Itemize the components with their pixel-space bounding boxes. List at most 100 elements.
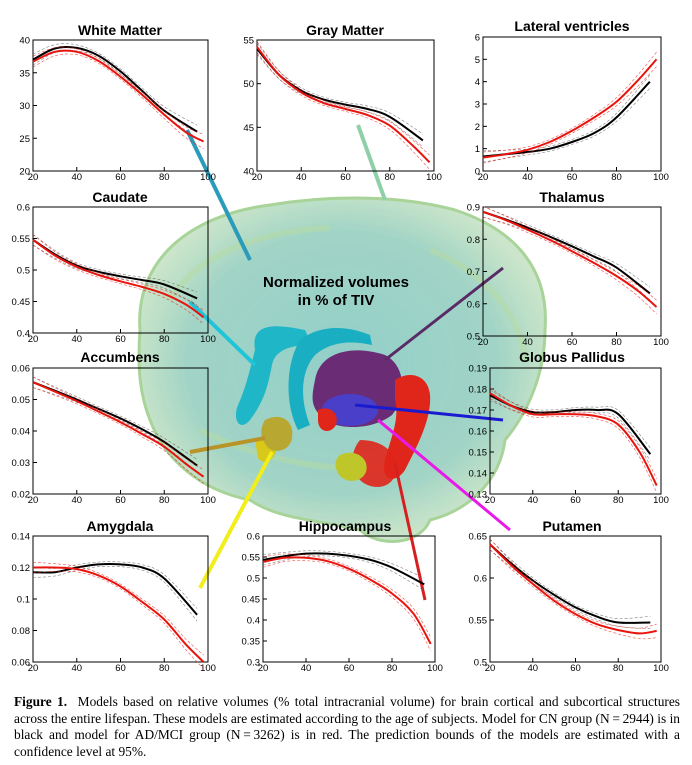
series-line-ad	[32, 49, 205, 143]
x-tick-label: 60	[115, 334, 126, 345]
bound-ad	[489, 398, 657, 493]
x-tick-label: 40	[71, 172, 82, 183]
y-tick-label: 0.03	[12, 458, 31, 469]
y-tick-label: 4	[475, 77, 480, 88]
x-tick-label: 100	[200, 334, 216, 345]
x-tick-label: 80	[611, 172, 622, 183]
y-tick-label: 0.6	[17, 203, 30, 214]
y-tick-label: 0.55	[242, 553, 261, 564]
connector-white-matter	[185, 129, 252, 261]
y-tick-label: 35	[19, 68, 30, 79]
axes-frame-accumbens	[32, 367, 209, 495]
series-line-cn	[262, 552, 425, 586]
series-line-ad	[482, 58, 658, 159]
series-line-ad	[32, 566, 205, 663]
bound-ad	[489, 387, 657, 479]
y-tick-label: 0.5	[247, 574, 260, 585]
caption-label: Figure 1.	[14, 694, 68, 709]
y-tick-label: 0.12	[12, 563, 31, 574]
bound-cn	[32, 565, 198, 622]
bound-ad	[32, 570, 204, 670]
axes-frame-caudate	[32, 206, 209, 334]
figure-caption: Figure 1. Models based on relative volum…	[14, 694, 680, 760]
y-tick-label: 1	[475, 144, 480, 155]
x-tick-label: 40	[71, 495, 82, 506]
y-tick-label: 0.7	[467, 267, 480, 278]
x-tick-label: 40	[301, 663, 312, 674]
figure-canvas: Normalized volumes in % of TIV 20 40 60 80 1…	[12, 18, 669, 674]
y-tick-label: 0.19	[469, 364, 488, 375]
y-tick-label: 30	[19, 101, 30, 112]
y-tick-label: 0.06	[12, 658, 31, 669]
bound-ad	[256, 52, 430, 170]
y-tick-label: 2	[475, 122, 480, 133]
x-tick-label: 60	[570, 663, 581, 674]
x-tick-label: 100	[200, 663, 216, 674]
axes-frame-globus-pallidus	[489, 367, 662, 495]
y-tick-label: 0.9	[467, 203, 480, 214]
y-tick-label: 0.3	[247, 658, 260, 669]
y-tick-label: 0.45	[242, 595, 261, 606]
y-tick-label: 0.35	[242, 637, 261, 648]
y-tick-label: 0.02	[12, 490, 31, 501]
center-label-line-1: Normalized volumes	[263, 274, 409, 291]
bound-ad	[489, 549, 657, 640]
x-tick-label: 80	[159, 663, 170, 674]
bound-ad	[482, 216, 657, 315]
bound-ad	[32, 387, 204, 484]
bound-cn	[32, 376, 198, 460]
y-tick-label: 0.06	[12, 364, 31, 375]
x-tick-label: 40	[71, 663, 82, 674]
series-line-ad	[32, 381, 205, 478]
x-tick-label: 100	[653, 495, 669, 506]
y-tick-label: 0.5	[474, 658, 487, 669]
panel-title: Accumbens	[80, 349, 160, 365]
y-tick-label: 0.6	[247, 532, 260, 543]
bound-cn	[32, 234, 198, 293]
connector-gray-matter	[356, 124, 387, 201]
bound-ad	[256, 41, 430, 156]
panel-hippocampus: 20 40 60 80 100 0.3 0.35 0.4 0.45 0.5 0.55 0.6 Hippo…	[242, 518, 443, 674]
panel-title: Caudate	[92, 189, 147, 205]
x-tick-label: 60	[567, 172, 578, 183]
y-tick-label: 0.6	[467, 299, 480, 310]
x-tick-label: 60	[344, 663, 355, 674]
axes-frame-thalamus	[482, 206, 662, 337]
connector-accumbens	[189, 436, 266, 454]
series-line-cn	[32, 238, 198, 300]
bound-ad	[482, 51, 657, 153]
series-line-cn	[32, 562, 198, 616]
panel-amygdala: 20 40 60 80 100 0.06 0.08 0.1 0.12 0.14 Amygdala	[12, 518, 216, 674]
x-tick-label: 60	[115, 172, 126, 183]
x-tick-label: 60	[115, 663, 126, 674]
y-tick-label: 0.08	[12, 626, 31, 637]
panel-lateral-ventricles: 20 40 60 80 100 0 1 2 3 4 5 6 Lateral ventricles	[475, 18, 669, 183]
axes-frame-amygdala	[32, 535, 209, 663]
bound-ad	[262, 553, 431, 638]
x-tick-label: 80	[613, 495, 624, 506]
panel-title: Hippocampus	[299, 518, 392, 534]
connector-amygdala	[198, 451, 274, 589]
y-tick-label: 0.65	[469, 532, 488, 543]
x-tick-label: 100	[200, 172, 216, 183]
y-tick-label: 0.04	[12, 427, 31, 438]
y-tick-label: 0.55	[12, 234, 31, 245]
x-tick-label: 40	[71, 334, 82, 345]
y-tick-label: 0	[475, 167, 480, 178]
y-tick-label: 3	[475, 100, 480, 111]
series-line-ad	[256, 46, 431, 164]
brain-illustration	[137, 196, 547, 543]
caption-text: Models based on relative volumes (% tota…	[14, 694, 681, 759]
panel-white-matter: 20 40 60 80 100 20 25 30 35 40 White Matter	[19, 22, 216, 183]
y-tick-label: 0.13	[469, 490, 488, 501]
x-tick-label: 20	[252, 172, 263, 183]
bound-cn	[482, 216, 651, 301]
y-tick-label: 40	[243, 167, 254, 178]
x-tick-label: 20	[28, 495, 39, 506]
bound-ad	[482, 206, 657, 301]
x-tick-label: 20	[28, 663, 39, 674]
y-tick-label: 0.55	[469, 616, 488, 627]
panel-title: Gray Matter	[306, 22, 384, 38]
x-tick-label: 80	[384, 172, 395, 183]
